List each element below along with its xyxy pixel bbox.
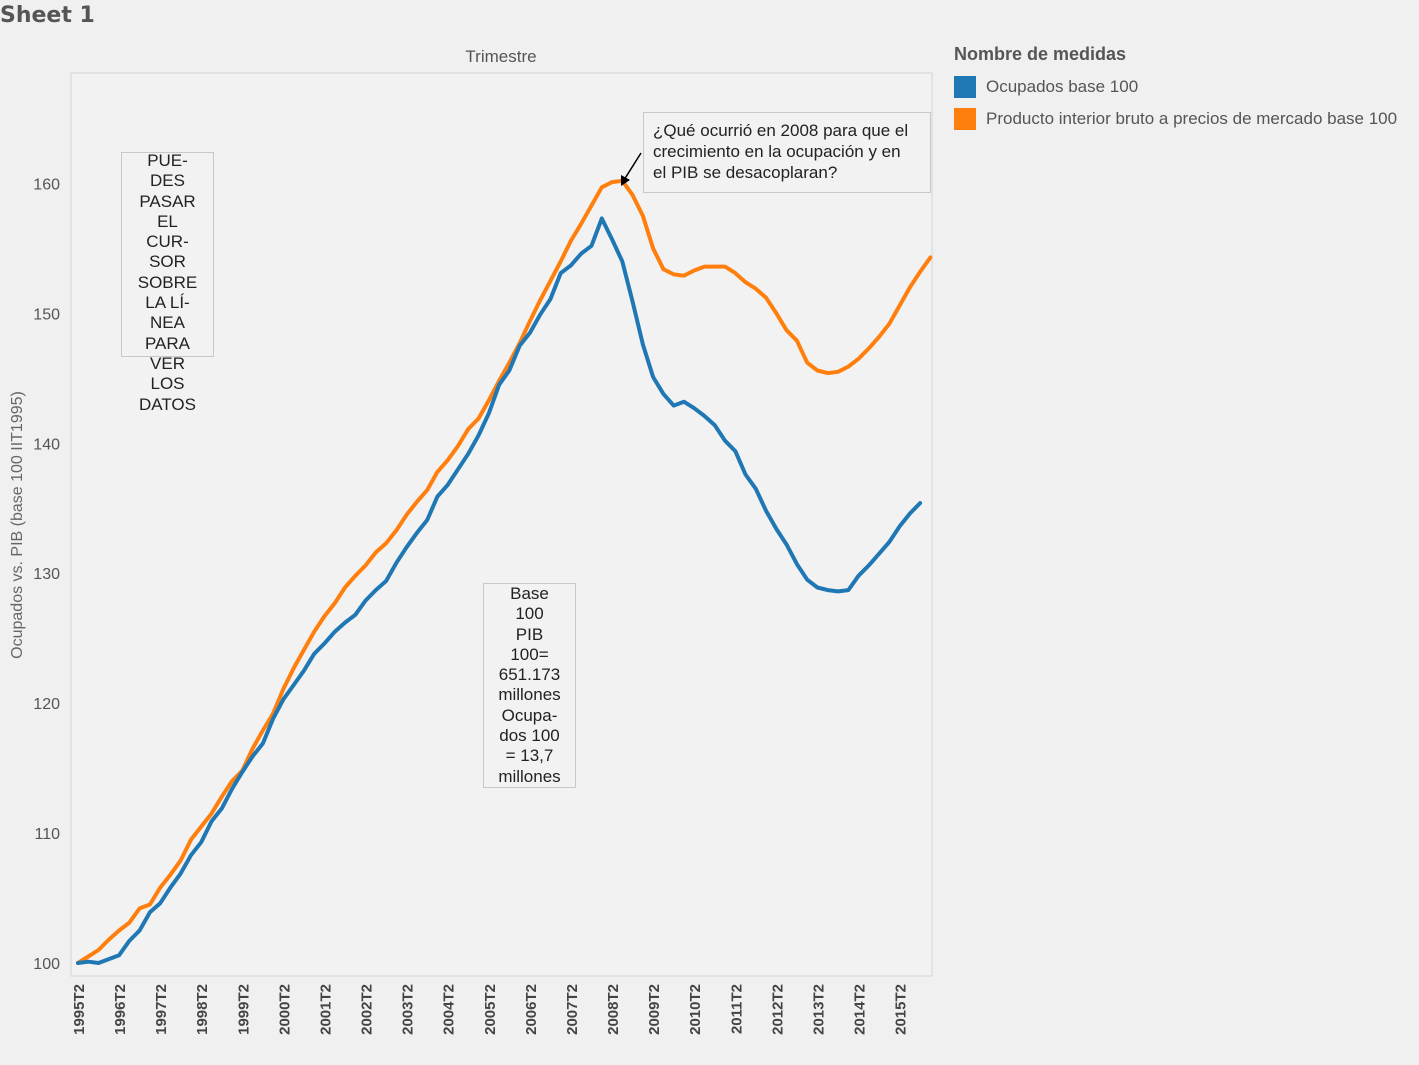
annotation-question-text: ¿Qué ocurrió en 2008 para que el crecimi… (653, 121, 909, 182)
annotation-cursor-hint: PUE- DES PASAR EL CUR- SOR SOBRE LA LÍ- … (121, 151, 214, 414)
legend-label-ocupados: Ocupados base 100 (986, 77, 1139, 96)
y-tick-label: 160 (33, 176, 60, 193)
y-axis: 100 110 120 130 140 150 160 (33, 176, 60, 973)
series-line-ocupados[interactable] (76, 216, 923, 965)
annotation-arrowhead (621, 175, 630, 186)
y-tick-label: 130 (33, 566, 60, 583)
x-tick-label: 2015T2 (893, 984, 910, 1035)
y-tick-label: 110 (34, 826, 60, 843)
x-tick-label: 2010T2 (687, 984, 704, 1035)
x-tick-label: 2014T2 (852, 984, 869, 1035)
legend-item-pib[interactable]: Producto interior bruto a precios de mer… (954, 103, 1397, 135)
sheet-title: Sheet 1 (0, 3, 95, 28)
annotation-base-note: Base 100 PIB 100= 651.173 millones Ocupa… (483, 583, 576, 788)
x-tick-label: 2005T2 (482, 984, 499, 1035)
x-tick-label: 2009T2 (646, 984, 663, 1035)
x-tick-label: 2011T2 (728, 984, 745, 1034)
x-tick-label: 1999T2 (235, 984, 252, 1035)
y-tick-label: 100 (33, 956, 60, 973)
y-tick-label: 150 (33, 306, 60, 323)
x-tick-label: 2008T2 (605, 984, 622, 1035)
x-tick-label: 2012T2 (769, 984, 786, 1035)
y-tick-label: 120 (33, 696, 60, 713)
x-tick-label: 2006T2 (523, 984, 540, 1035)
x-tick-label: 1998T2 (194, 984, 211, 1035)
legend-title: Nombre de medidas (954, 44, 1127, 64)
x-tick-label: 2004T2 (441, 984, 458, 1035)
legend-swatch-pib (954, 108, 976, 130)
x-tick-label: 1997T2 (153, 984, 170, 1035)
x-tick-label: 2002T2 (359, 984, 376, 1035)
x-tick-label: 2000T2 (276, 984, 293, 1035)
x-tick-label: 2003T2 (400, 984, 417, 1035)
x-tick-label: 1996T2 (112, 984, 129, 1035)
x-tick-label: 2001T2 (317, 984, 334, 1035)
series-line-pib[interactable] (76, 178, 933, 965)
legend-label-pib: Producto interior bruto a precios de mer… (986, 109, 1398, 128)
x-tick-label: 2007T2 (564, 984, 581, 1035)
x-tick-label: 2013T2 (810, 984, 827, 1035)
x-tick-label: 1995T2 (71, 984, 88, 1035)
series-lines (76, 178, 933, 965)
annotation-arrow (623, 152, 642, 181)
annotation-base-note-text: Base 100 PIB 100= 651.173 millones Ocupa… (498, 584, 561, 786)
annotation-question: ¿Qué ocurrió en 2008 para que el crecimi… (643, 112, 931, 193)
x-axis: 1995T2 1996T2 1997T2 1998T2 1999T2 2000T2 2001… (71, 984, 910, 1035)
y-tick-label: 140 (33, 436, 60, 453)
plot-area (70, 72, 933, 977)
legend: Nombre de medidas Ocupados base 100 Prod… (954, 44, 1397, 135)
annotation-cursor-hint-text: PUE- DES PASAR EL CUR- SOR SOBRE LA LÍ- … (137, 151, 198, 414)
chart-title: Trimestre (465, 47, 536, 66)
y-axis-label: Ocupados vs. PIB (base 100 IIT1995) (9, 391, 26, 659)
legend-item-ocupados[interactable]: Ocupados base 100 (954, 71, 1397, 103)
legend-swatch-ocupados (954, 76, 976, 98)
